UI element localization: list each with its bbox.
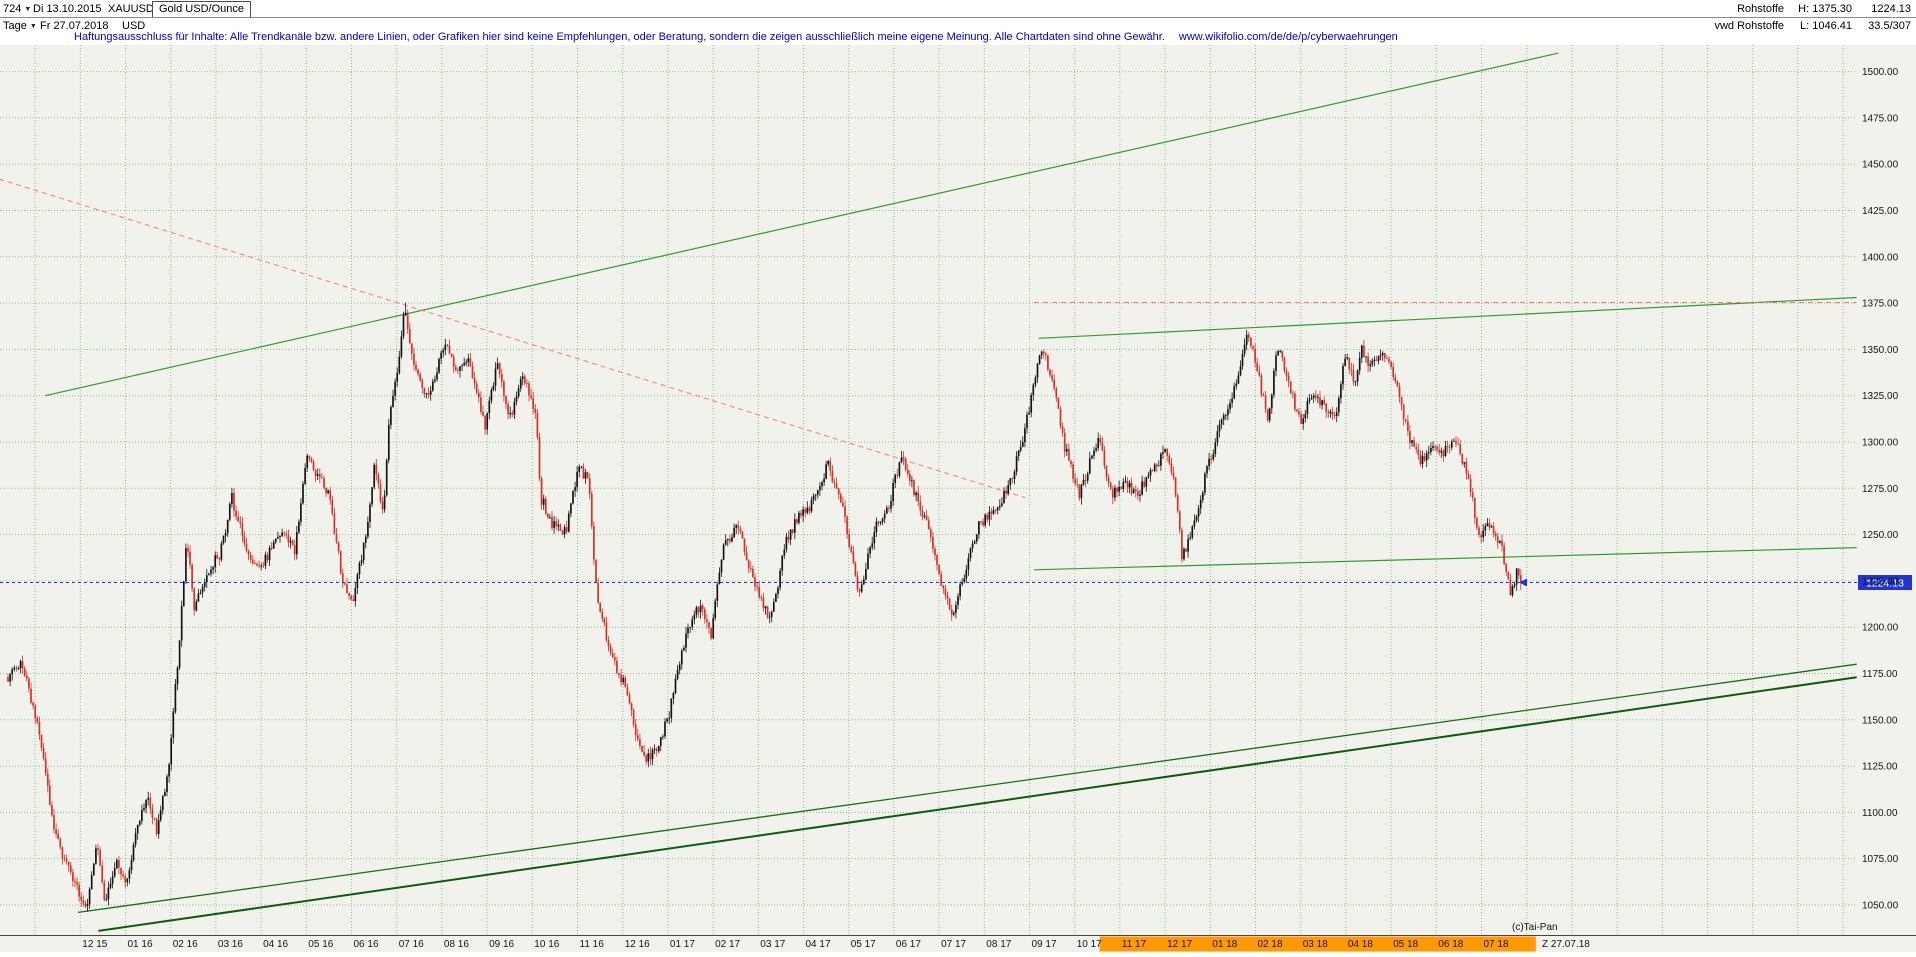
last-price-badge-value: 1224.13 (1866, 578, 1904, 590)
header-separator (0, 17, 1916, 18)
y-tick-label: 1350.00 (1862, 345, 1899, 356)
x-tick-label: 02 17 (715, 939, 740, 950)
trendline-downtrend-line (0, 178, 1026, 499)
y-tick-label: 1150.00 (1862, 715, 1898, 726)
x-tick-label: 06 18 (1438, 939, 1463, 950)
last-price-badge (1858, 575, 1912, 590)
x-tick-label: 01 16 (128, 939, 153, 950)
y-tick-label: 1375.00 (1862, 299, 1899, 310)
chart-header: 724 ▼ Di 13.10.2015 XAUUSD Gold USD/Ounce… (0, 0, 1916, 45)
end-date-label: Fr 27.07.2018 (40, 20, 109, 32)
x-tick-label: 03 16 (218, 939, 243, 950)
disclaimer: Haftungsausschluss für Inhalte: Alle Tre… (74, 31, 1398, 43)
chevron-down-icon: ▼ (24, 6, 32, 13)
x-tick-label: 07 16 (399, 939, 424, 950)
x-tick-label: 10 16 (534, 939, 559, 950)
instrument-name-box: Gold USD/Ounce (152, 1, 251, 18)
x-tick-label: 12 17 (1167, 939, 1192, 950)
y-tick-label: 1075.00 (1862, 854, 1899, 865)
y-tick-label: 1250.00 (1862, 530, 1899, 541)
category-label: Rohstoffe (1737, 3, 1784, 15)
timeframe-dropdown[interactable]: Tage ▼ (3, 20, 37, 34)
x-tick-label: 09 17 (1032, 939, 1057, 950)
x-tick-label: 05 18 (1393, 939, 1418, 950)
x-tick-label: 08 16 (444, 939, 469, 950)
last-price-marker (1519, 578, 1527, 587)
x-tick-label: 06 17 (896, 939, 921, 950)
trendline-resistance-top-right (1038, 296, 1857, 339)
x-tick-label: 10 17 (1077, 939, 1102, 950)
bars-count-dropdown[interactable]: 724 ▼ (3, 3, 31, 17)
symbol-label: XAUUSD (108, 3, 154, 15)
x-tick-label: 05 17 (851, 939, 876, 950)
z-date-label: Z 27.07.18 (1542, 939, 1590, 950)
period-low-label: L: 1046.41 (1800, 20, 1852, 32)
x-tick-label: 05 16 (308, 939, 333, 950)
y-tick-label: 1300.00 (1862, 438, 1899, 449)
x-axis-loaded-range-highlight (1099, 936, 1536, 952)
x-tick-label: 04 18 (1348, 939, 1373, 950)
chart-background (0, 45, 1916, 952)
copyright-label: (c)Tai-Pan (1512, 922, 1558, 933)
grid-lines (0, 45, 1857, 935)
y-tick-label: 1200.00 (1862, 623, 1899, 634)
x-tick-label: 02 16 (173, 939, 198, 950)
y-tick-label: 1225.00 (1862, 576, 1899, 587)
x-tick-label: 07 17 (941, 939, 966, 950)
x-tick-label: 03 18 (1303, 939, 1328, 950)
x-tick-label: 11 17 (1122, 939, 1147, 950)
trendline-fan-support-upper (78, 663, 1857, 914)
x-tick-label: 04 17 (806, 939, 831, 950)
y-tick-label: 1125.00 (1862, 762, 1898, 773)
y-tick-label: 1325.00 (1862, 391, 1899, 402)
up-candle-bodies (9, 312, 1518, 907)
y-axis: 1500.00 1475.00 1450.00 1425.00 1400.00 1375.… (1862, 67, 1899, 911)
bar-info-label: 33.5/307 (1868, 20, 1911, 32)
currency-label: USD (122, 20, 146, 32)
trend-lines (0, 52, 1857, 932)
x-tick-label: 06 16 (354, 939, 379, 950)
x-tick-label: 07 18 (1484, 939, 1509, 950)
down-candle-bodies (7, 312, 1522, 907)
trendline-channel-top (44, 52, 1559, 397)
x-tick-label: 12 16 (625, 939, 650, 950)
start-date-label: Di 13.10.2015 (33, 3, 102, 15)
x-tick-label: 12 15 (82, 939, 107, 950)
y-tick-label: 1050.00 (1862, 901, 1899, 912)
feed-label: vwd Rohstoffe (1714, 20, 1784, 32)
y-tick-label: 1275.00 (1862, 484, 1899, 495)
x-tick-label: 01 18 (1212, 939, 1237, 950)
chevron-down-icon: ▼ (29, 23, 37, 30)
disclaimer-text: Haftungsausschluss für Inhalte: Alle Tre… (74, 31, 1165, 43)
timeframe-value: Tage (3, 20, 27, 32)
x-axis: 12 15 01 16 02 16 03 16 04 16 05 16 06 16 07 16… (82, 939, 1509, 950)
x-tick-label: 09 16 (489, 939, 514, 950)
period-high-label: H: 1375.30 (1798, 3, 1852, 15)
last-price-top-label: 1224.13 (1871, 3, 1911, 15)
y-tick-label: 1175.00 (1862, 669, 1898, 680)
x-tick-label: 02 18 (1258, 939, 1283, 950)
y-tick-label: 1100.00 (1862, 808, 1898, 819)
x-tick-label: 04 16 (263, 939, 288, 950)
y-tick-label: 1475.00 (1862, 113, 1899, 124)
trendline-fan-support-lower (98, 676, 1857, 932)
trendline-support-right (1033, 547, 1857, 571)
disclaimer-url[interactable]: www.wikifolio.com/de/de/p/cyberwaehrunge… (1178, 31, 1398, 43)
x-tick-label: 08 17 (986, 939, 1011, 950)
y-tick-label: 1400.00 (1862, 252, 1899, 263)
x-tick-label: 03 17 (760, 939, 785, 950)
y-tick-label: 1425.00 (1862, 206, 1899, 217)
x-tick-label: 01 17 (670, 939, 695, 950)
y-tick-label: 1500.00 (1862, 67, 1899, 78)
y-tick-label: 1450.00 (1862, 160, 1899, 171)
candlesticks (7, 302, 1522, 912)
x-tick-label: 11 16 (580, 939, 605, 950)
bars-count-value: 724 (3, 3, 22, 15)
